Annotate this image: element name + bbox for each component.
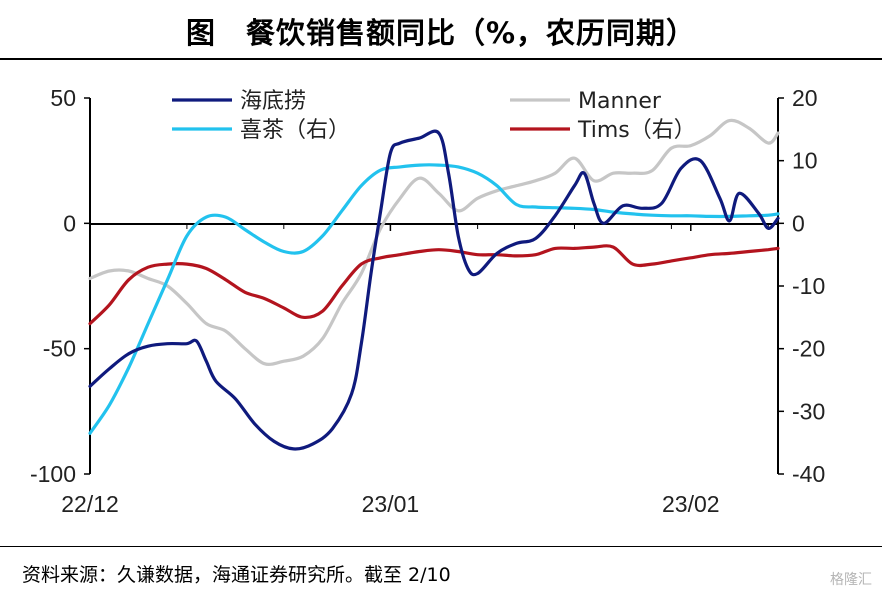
legend-label: Tims（右）	[577, 118, 696, 143]
x-axis-tick-label: 22/12	[61, 491, 119, 517]
series-line-2	[88, 163, 780, 435]
legend-label: 喜茶（右）	[240, 118, 350, 143]
title-divider	[0, 58, 882, 60]
watermark-logo: 格隆汇	[830, 572, 872, 588]
series-lines	[88, 118, 780, 451]
chart-title: 图 餐饮销售额同比（%，农历同期）	[185, 16, 697, 50]
right-axis-tick-label: -20	[792, 336, 825, 362]
legend-label: Manner	[578, 89, 662, 114]
source-divider	[0, 546, 882, 547]
series-line-1	[88, 118, 780, 366]
left-axis-tick-label: -50	[43, 336, 76, 362]
right-axis-tick-label: 0	[792, 210, 805, 236]
left-axis-tick-label: 0	[63, 210, 76, 236]
series-line-3	[88, 244, 780, 326]
legend: 海底捞 Manner 喜茶（右） Tims（右）	[172, 89, 696, 143]
legend-label: 海底捞	[240, 89, 306, 114]
right-axis-tick-label: 20	[792, 85, 818, 111]
right-axis-tick-label: -40	[792, 461, 825, 487]
right-axis-tick-label: 10	[792, 148, 818, 174]
right-axis-tick-label: -10	[792, 273, 825, 299]
left-axis-tick-label: -100	[30, 461, 76, 487]
x-axis-tick-label: 23/01	[362, 491, 420, 517]
axes: 50 0 -50 -100 20 10 0 -10 -20 -30 -40 22/12 23/01 23/…	[30, 85, 825, 517]
x-axis-tick-label: 23/02	[662, 491, 720, 517]
source-note: 资料来源：久谦数据，海通证券研究所。截至 2/10	[22, 564, 451, 586]
line-chart: 50 0 -50 -100 20 10 0 -10 -20 -30 -40 22/12 23/01 23/…	[30, 85, 825, 517]
series-line-0	[88, 129, 780, 451]
left-axis-tick-label: 50	[50, 85, 76, 111]
right-axis-tick-label: -30	[792, 398, 825, 424]
